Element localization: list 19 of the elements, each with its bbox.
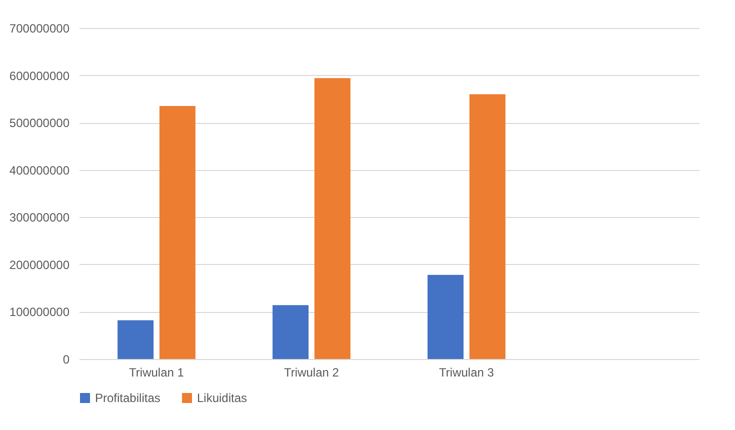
y-tick-label: 300000000 [9, 210, 70, 225]
y-tick-label: 500000000 [9, 116, 70, 130]
x-tick-label: Triwulan 2 [284, 366, 340, 380]
x-tick-label: Triwulan 1 [129, 366, 184, 380]
y-tick-label: 100000000 [9, 305, 70, 320]
bar [428, 274, 464, 359]
y-tick-label: 0 [62, 352, 70, 366]
bar [314, 78, 350, 359]
bar [118, 320, 154, 359]
y-tick-label: 700000000 [9, 22, 70, 36]
y-tick-label: 600000000 [9, 68, 70, 83]
bar [469, 94, 506, 359]
y-tick-label: 200000000 [9, 258, 70, 272]
legend-label: Likuiditas [197, 391, 248, 405]
y-tick-label: 400000000 [9, 163, 70, 178]
bar [159, 106, 196, 359]
legend-label: Profitabilitas [95, 391, 160, 405]
bar [272, 305, 309, 359]
x-tick-label: Triwulan 3 [439, 366, 494, 380]
